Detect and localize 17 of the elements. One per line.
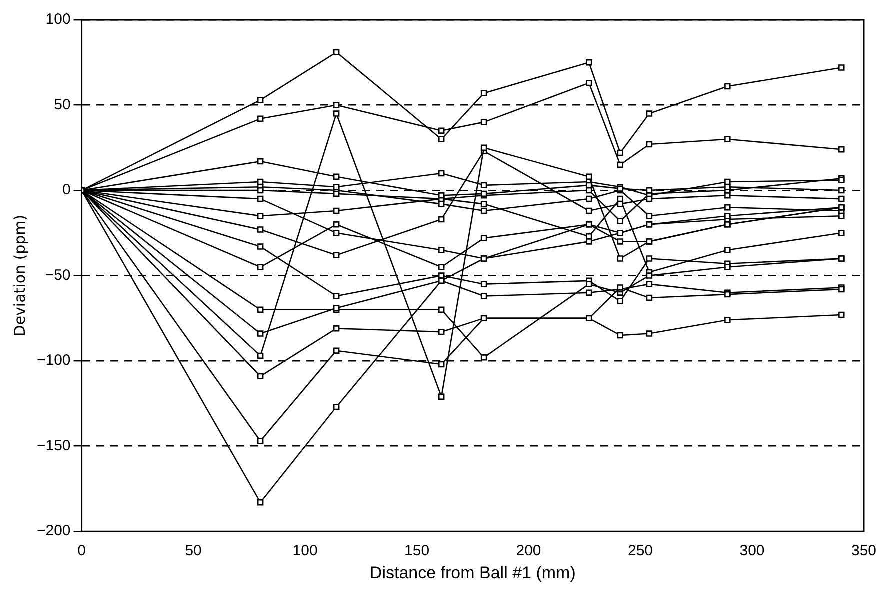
x-tick-label: 200 bbox=[516, 542, 542, 560]
y-axis-title: Deviation (ppm) bbox=[10, 214, 29, 337]
x-tick-label: 0 bbox=[78, 542, 86, 560]
y-tick-label: 0 bbox=[62, 182, 71, 199]
y-tick-label: −50 bbox=[45, 266, 71, 284]
x-tick-label: 300 bbox=[740, 542, 765, 560]
y-tick-label: 50 bbox=[54, 96, 71, 114]
x-tick-label: 150 bbox=[404, 542, 430, 560]
x-tick-label: 350 bbox=[851, 542, 877, 560]
y-tick-label: 100 bbox=[46, 11, 71, 28]
x-tick-label: 250 bbox=[628, 542, 654, 560]
y-tick-label: −150 bbox=[36, 437, 71, 454]
y-tick-label: −200 bbox=[36, 522, 71, 540]
y-tick-label: −100 bbox=[36, 352, 71, 370]
x-tick-label: 100 bbox=[292, 542, 318, 560]
x-tick-label: 50 bbox=[185, 542, 202, 560]
x-axis-title: Distance from Ball #1 (mm) bbox=[370, 563, 576, 582]
